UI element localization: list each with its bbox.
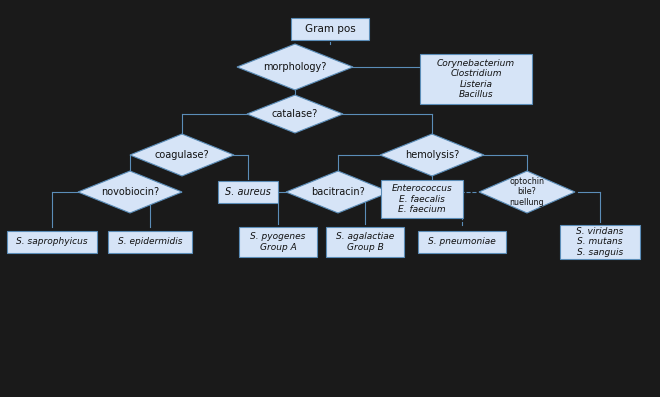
Text: S. viridans
S. mutans
S. sanguis: S. viridans S. mutans S. sanguis xyxy=(576,227,624,257)
Text: S. aureus: S. aureus xyxy=(225,187,271,197)
Text: Gram pos: Gram pos xyxy=(305,24,355,34)
FancyBboxPatch shape xyxy=(218,181,278,203)
Text: optochin
bile?
nuellung: optochin bile? nuellung xyxy=(510,177,544,207)
Text: Corynebacterium
Clostridium
Listeria
Bacillus: Corynebacterium Clostridium Listeria Bac… xyxy=(437,59,515,99)
Text: Enterococcus
E. faecalis
E. faecium: Enterococcus E. faecalis E. faecium xyxy=(391,184,452,214)
Polygon shape xyxy=(130,134,234,176)
Text: S. epidermidis: S. epidermidis xyxy=(117,237,182,247)
Polygon shape xyxy=(286,171,390,213)
Polygon shape xyxy=(237,44,353,90)
FancyBboxPatch shape xyxy=(420,54,532,104)
Polygon shape xyxy=(380,134,484,176)
Text: S. saprophyicus: S. saprophyicus xyxy=(16,237,88,247)
Text: S. pneumoniae: S. pneumoniae xyxy=(428,237,496,247)
FancyBboxPatch shape xyxy=(381,180,463,218)
Polygon shape xyxy=(479,171,575,213)
FancyBboxPatch shape xyxy=(418,231,506,253)
Text: S. agalactiae
Group B: S. agalactiae Group B xyxy=(336,232,394,252)
Text: S. pyogenes
Group A: S. pyogenes Group A xyxy=(250,232,306,252)
Text: hemolysis?: hemolysis? xyxy=(405,150,459,160)
FancyBboxPatch shape xyxy=(108,231,192,253)
Text: bacitracin?: bacitracin? xyxy=(311,187,365,197)
Polygon shape xyxy=(78,171,182,213)
Text: morphology?: morphology? xyxy=(263,62,327,72)
Polygon shape xyxy=(247,95,343,133)
FancyBboxPatch shape xyxy=(239,227,317,257)
Text: novobiocin?: novobiocin? xyxy=(101,187,159,197)
FancyBboxPatch shape xyxy=(326,227,404,257)
Text: catalase?: catalase? xyxy=(272,109,318,119)
FancyBboxPatch shape xyxy=(7,231,97,253)
FancyBboxPatch shape xyxy=(291,18,369,40)
FancyBboxPatch shape xyxy=(560,225,640,259)
Text: coagulase?: coagulase? xyxy=(154,150,209,160)
